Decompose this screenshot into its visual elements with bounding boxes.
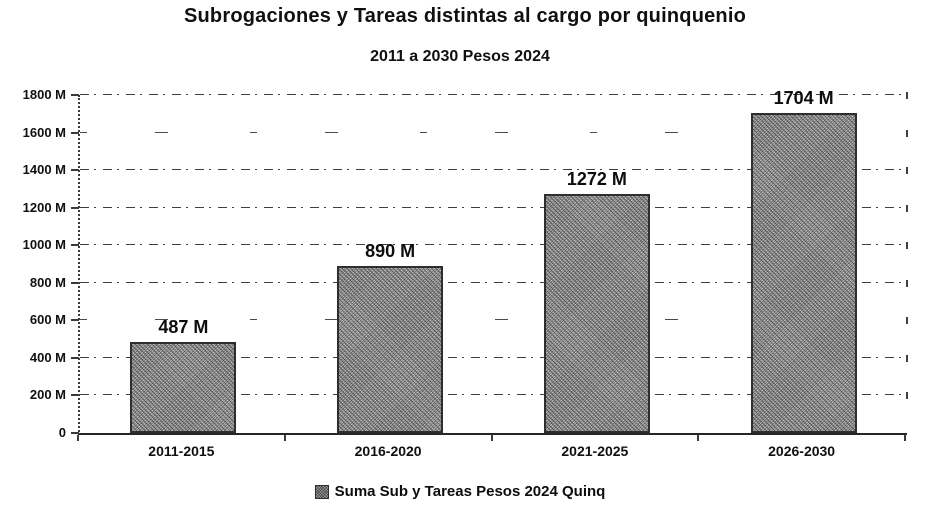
gridline-400 — [80, 354, 908, 362]
y-axis-tick — [71, 244, 79, 247]
y-axis-label: 1600 M — [22, 124, 66, 140]
y-axis-tick — [71, 169, 79, 172]
y-axis-label: 200 M — [29, 387, 66, 403]
x-axis-label: 2021-2025 — [561, 443, 629, 459]
bar-value-label: 487 M — [158, 316, 209, 337]
gridline-1800 — [80, 92, 908, 99]
y-axis-label: 800 M — [29, 274, 66, 290]
y-axis-label: 0 — [58, 425, 66, 440]
gridline-600 — [80, 317, 908, 325]
x-axis-label: 2016-2020 — [354, 443, 422, 459]
x-axis-tick — [904, 435, 906, 441]
chart-title: Subrogaciones y Tareas distintas al carg… — [183, 5, 747, 27]
x-axis-tick — [697, 435, 700, 441]
legend-swatch-icon — [314, 484, 329, 499]
x-axis-tick — [283, 435, 286, 441]
y-axis-label: 600 M — [29, 312, 66, 328]
gridline-1000 — [80, 242, 908, 250]
bar-value-label: 1704 M — [773, 88, 834, 109]
x-axis-tick — [77, 435, 79, 441]
x-axis-label: 2011-2015 — [148, 443, 215, 459]
y-axis-tick — [71, 432, 79, 434]
gridline-1200 — [80, 204, 908, 212]
chart-subtitle: 2011 a 2030 Pesos 2024 — [370, 48, 550, 65]
bar-value-label: 890 M — [365, 240, 416, 261]
legend: Suma Sub y Tareas Pesos 2024 Quinq — [0, 483, 920, 500]
y-axis-label: 1200 M — [22, 199, 66, 215]
gridline-200 — [80, 392, 908, 400]
gridline-1600 — [80, 129, 908, 137]
y-axis-tick — [71, 356, 79, 359]
x-axis-label: 2026-2030 — [768, 443, 836, 459]
y-axis-label: 1000 M — [22, 237, 66, 253]
bar-2026-2030 — [750, 113, 857, 433]
y-axis-label: 1800 M — [22, 87, 66, 102]
y-axis-tick — [71, 131, 79, 134]
plot-area: 487 M 890 M 1272 M 1704 M — [71, 88, 908, 435]
legend-label: Suma Sub y Tareas Pesos 2024 Quinq — [334, 483, 606, 500]
y-axis-tick — [71, 206, 79, 209]
gridline-1400 — [80, 167, 908, 175]
y-axis-tick — [71, 394, 79, 397]
y-axis-tick — [71, 281, 79, 284]
y-axis-label: 400 M — [29, 349, 66, 365]
bar-2016-2020 — [337, 265, 444, 433]
x-axis-tick — [490, 435, 493, 441]
bar-2021-2025 — [543, 194, 650, 433]
bar-value-label: 1272 M — [566, 169, 627, 190]
y-axis-tick — [71, 319, 79, 322]
bar-2011-2015 — [130, 341, 237, 433]
y-axis-label: 1400 M — [22, 162, 66, 178]
gridline-800 — [80, 279, 908, 287]
y-axis-tick — [71, 94, 79, 96]
